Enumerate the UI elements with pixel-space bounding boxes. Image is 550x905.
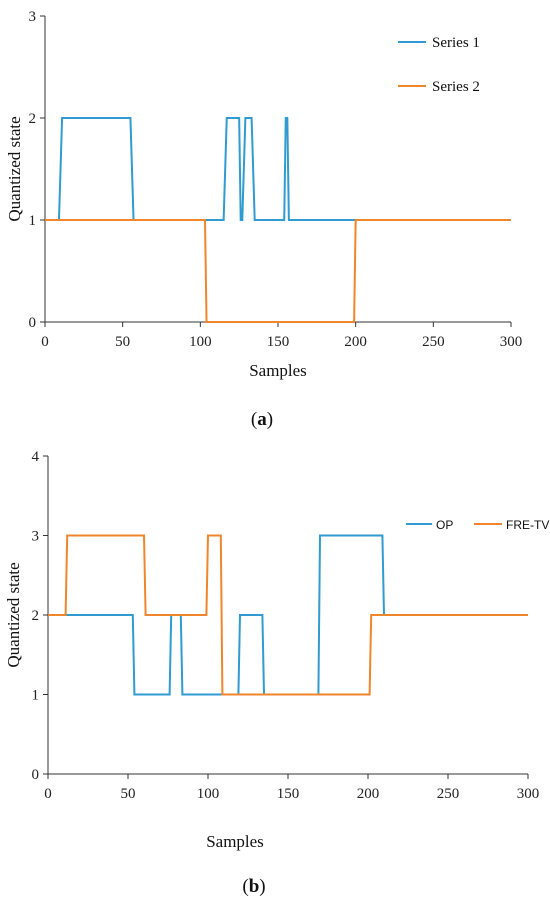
y-tick-label: 4 <box>32 449 40 465</box>
x-tick-label: 300 <box>500 334 523 350</box>
x-tick-label: 300 <box>517 786 540 802</box>
y-tick-label: 1 <box>32 688 40 704</box>
x-tick-label: 100 <box>189 334 212 350</box>
y-tick-label: 0 <box>32 767 40 783</box>
x-tick-label: 250 <box>422 334 445 350</box>
series-line-2 <box>48 534 528 696</box>
x-tick-label: 50 <box>115 334 130 350</box>
y-tick-label: 3 <box>29 9 37 25</box>
series-line-2 <box>45 219 511 323</box>
series-line-1 <box>45 117 511 221</box>
y-tick-label: 2 <box>32 608 40 624</box>
legend-label: Series 2 <box>432 79 480 95</box>
x-tick-label: 250 <box>437 786 460 802</box>
x-tick-label: 150 <box>277 786 300 802</box>
x-tick-label: 100 <box>197 786 220 802</box>
y-tick-label: 3 <box>32 529 40 545</box>
x-tick-label: 0 <box>44 786 52 802</box>
y-tick-label: 1 <box>29 213 37 229</box>
y-tick-label: 2 <box>29 111 37 127</box>
panel-b-chart: 0 50 100 150 200 250 300 0 1 2 3 4 OP FRE-TV Samples Qu… <box>4 449 549 897</box>
y-axis-title: Quantized state <box>4 562 23 667</box>
x-tick-label: 0 <box>41 334 49 350</box>
panel-a-chart: 0 50 100 150 200 250 300 0 1 2 3 Series 1 Series 2 Sa… <box>5 9 522 430</box>
legend-label: Series 1 <box>432 35 480 51</box>
x-tick-label: 200 <box>344 334 367 350</box>
panel-label: (b) <box>242 876 265 897</box>
x-tick-label: 150 <box>267 334 290 350</box>
x-axis-title: Samples <box>206 832 264 851</box>
legend-label: OP <box>436 518 453 532</box>
series-line-1 <box>48 534 528 696</box>
x-axis-title: Samples <box>249 361 307 380</box>
legend-label: FRE-TV <box>506 518 549 532</box>
x-tick-label: 50 <box>121 786 136 802</box>
y-tick-label: 0 <box>29 315 37 331</box>
x-tick-label: 200 <box>357 786 380 802</box>
panel-label: (a) <box>251 409 273 430</box>
y-axis-title: Quantized state <box>5 116 24 221</box>
